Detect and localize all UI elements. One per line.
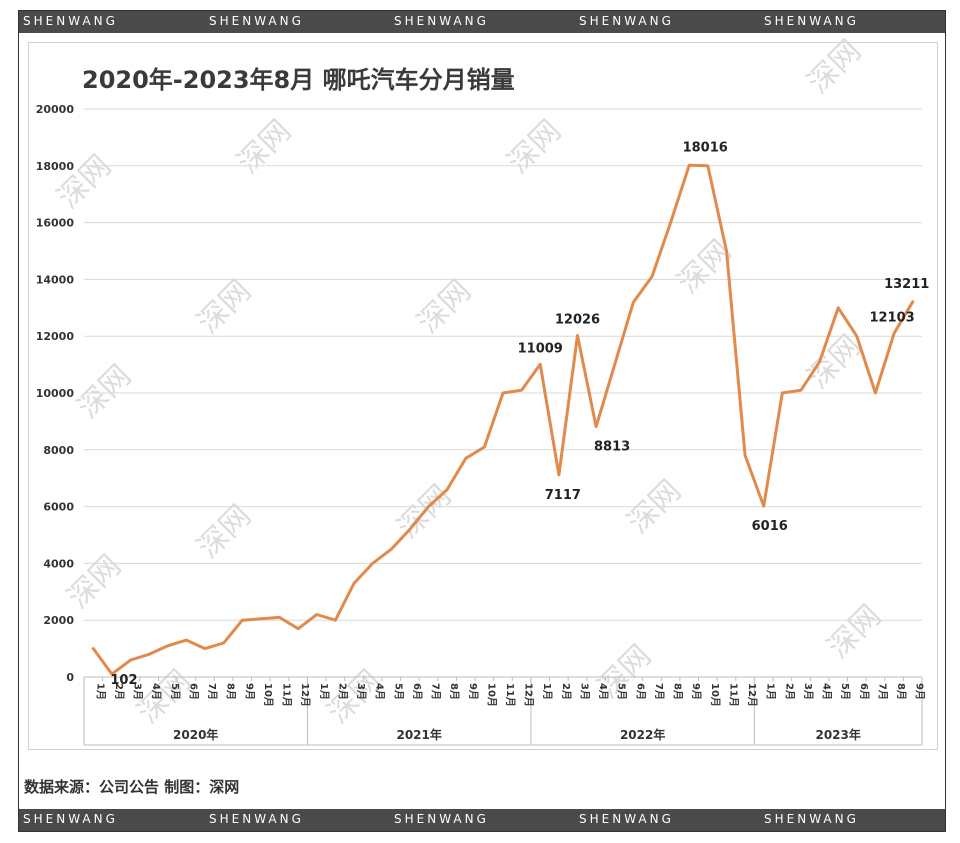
y-tick-label: 16000 <box>36 217 75 230</box>
data-label: 18016 <box>683 140 728 155</box>
month-tick-label: 5月 <box>839 683 851 700</box>
month-tick-label: 2月 <box>783 683 795 700</box>
y-tick-label: 4000 <box>43 557 74 570</box>
month-tick-label: 7月 <box>876 683 888 700</box>
watermark-text: 深网 <box>51 148 118 215</box>
watermark-text: 深网 <box>411 273 478 340</box>
month-tick-label: 11月 <box>504 683 516 707</box>
plot-panel <box>28 42 938 750</box>
chart-title: 2020年-2023年8月 哪吒汽车分月销量 <box>82 66 515 94</box>
y-tick-label: 0 <box>66 671 74 684</box>
month-tick-label: 1月 <box>541 683 553 700</box>
month-tick-label: 5月 <box>392 683 404 700</box>
banner-text: SHENWANG <box>23 14 118 28</box>
month-tick-label: 5月 <box>616 683 628 700</box>
month-tick-label: 8月 <box>448 683 460 700</box>
month-tick-label: 6月 <box>411 683 423 700</box>
y-tick-label: 6000 <box>43 501 74 514</box>
banner-text: SHENWANG <box>394 14 489 28</box>
month-tick-label: 7月 <box>206 683 218 700</box>
banner-text: SHENWANG <box>209 812 304 826</box>
banner-text: SHENWANG <box>394 812 489 826</box>
month-tick-label: 9月 <box>690 683 702 700</box>
y-tick-label: 8000 <box>43 444 74 457</box>
watermark-text: 深网 <box>71 358 138 425</box>
month-tick-label: 11月 <box>727 683 739 707</box>
month-tick-label: 8月 <box>895 683 907 700</box>
month-tick-label: 9月 <box>243 683 255 700</box>
year-label: 2021年 <box>396 727 441 742</box>
month-tick-label: 10月 <box>262 683 274 707</box>
month-tick-label: 2月 <box>560 683 572 700</box>
bottom-banner: SHENWANG SHENWANG SHENWANG SHENWANG SHEN… <box>19 809 945 831</box>
watermark-text: 深网 <box>191 498 258 565</box>
watermark-text: 深网 <box>821 598 888 665</box>
y-tick-label: 12000 <box>36 330 75 343</box>
month-tick-label: 3月 <box>132 683 144 700</box>
month-tick-label: 1月 <box>318 683 330 700</box>
banner-text: SHENWANG <box>23 812 118 826</box>
month-tick-label: 1月 <box>94 683 106 700</box>
banner-text: SHENWANG <box>579 14 674 28</box>
month-tick-label: 4月 <box>597 683 609 700</box>
data-label: 6016 <box>752 519 788 534</box>
month-tick-label: 10月 <box>485 683 497 707</box>
y-tick-label: 2000 <box>43 614 74 627</box>
month-tick-label: 5月 <box>169 683 181 700</box>
watermark-text: 深网 <box>801 33 868 100</box>
banner-text: SHENWANG <box>209 14 304 28</box>
y-tick-label: 14000 <box>36 273 75 286</box>
month-tick-label: 9月 <box>914 683 926 700</box>
top-banner: SHENWANG SHENWANG SHENWANG SHENWANG SHEN… <box>19 11 945 33</box>
month-tick-label: 9月 <box>467 683 479 700</box>
watermark-text: 深网 <box>501 113 568 180</box>
watermark-text: 深网 <box>191 273 258 340</box>
month-tick-label: 4月 <box>374 683 386 700</box>
month-tick-label: 6月 <box>187 683 199 700</box>
month-tick-label: 8月 <box>225 683 237 700</box>
data-label: 11009 <box>518 341 563 356</box>
banner-text: SHENWANG <box>764 14 859 28</box>
data-label: 12026 <box>555 312 600 327</box>
month-tick-label: 3月 <box>355 683 367 700</box>
month-tick-label: 10月 <box>709 683 721 707</box>
month-tick-label: 8月 <box>672 683 684 700</box>
banner-text: SHENWANG <box>764 812 859 826</box>
month-tick-label: 3月 <box>802 683 814 700</box>
month-tick-label: 6月 <box>858 683 870 700</box>
month-tick-label: 12月 <box>299 683 311 707</box>
month-tick-label: 3月 <box>578 683 590 700</box>
banner-text: SHENWANG <box>579 812 674 826</box>
data-label: 13211 <box>884 277 929 292</box>
y-tick-label: 18000 <box>36 160 75 173</box>
data-label: 12103 <box>869 310 914 325</box>
data-label: 102 <box>110 673 137 688</box>
month-tick-label: 12月 <box>523 683 535 707</box>
month-tick-label: 2月 <box>336 683 348 700</box>
watermark-text: 深网 <box>231 113 298 180</box>
sales-line <box>91 163 915 676</box>
month-tick-label: 7月 <box>653 683 665 700</box>
chart-frame <box>18 10 946 832</box>
year-label: 2023年 <box>815 727 860 742</box>
month-tick-label: 6月 <box>634 683 646 700</box>
month-tick-label: 4月 <box>821 683 833 700</box>
month-tick-label: 7月 <box>430 683 442 700</box>
year-label: 2020年 <box>173 727 218 742</box>
month-tick-label: 1月 <box>765 683 777 700</box>
month-tick-label: 4月 <box>150 683 162 700</box>
month-tick-label: 12月 <box>746 683 758 707</box>
y-tick-label: 10000 <box>36 387 75 400</box>
data-label: 7117 <box>545 488 581 503</box>
data-label: 8813 <box>594 440 630 455</box>
month-tick-label: 11月 <box>281 683 293 707</box>
month-tick-label: 2月 <box>113 683 125 700</box>
year-label: 2022年 <box>620 727 665 742</box>
y-tick-label: 20000 <box>36 103 75 116</box>
source-note: 数据来源：公司公告 制图：深网 <box>24 778 240 796</box>
